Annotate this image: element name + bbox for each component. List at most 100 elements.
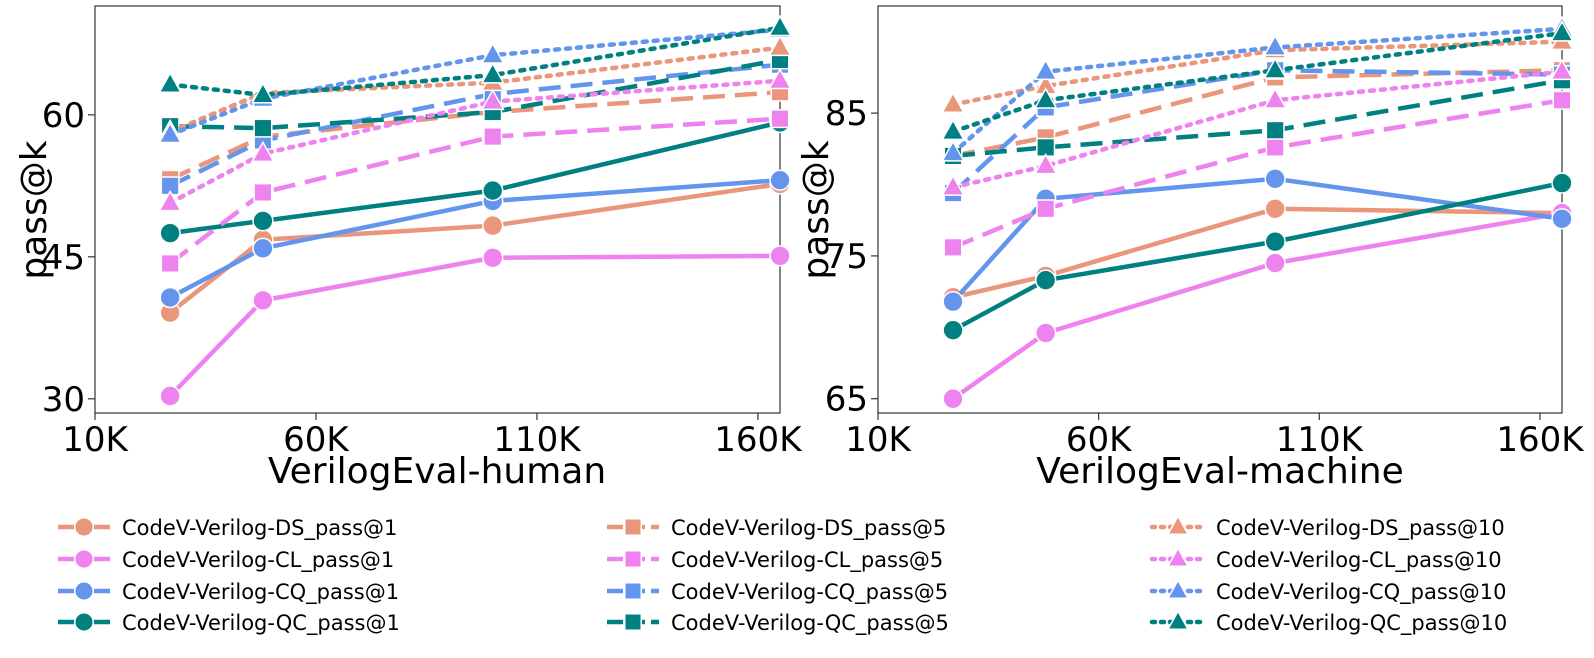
legend-marker <box>73 548 95 570</box>
data-point <box>1265 137 1285 157</box>
series-line <box>167 27 783 137</box>
data-point <box>253 182 273 203</box>
series-codev-verilog-cl-pass-10 <box>941 58 1574 196</box>
legend-entry-codev-verilog-ds-pass-10: CodeV-Verilog-DS_pass@10 <box>1149 514 1505 541</box>
data-point <box>158 189 183 212</box>
x-tick-label: 10K <box>62 420 129 460</box>
x-tick-label: 60K <box>283 420 350 460</box>
series-line <box>951 210 1563 401</box>
data-point <box>1033 87 1058 109</box>
series-group-machine <box>941 15 1574 410</box>
legend-label: CodeV-Verilog-CL_pass@10 <box>1216 548 1502 573</box>
y-tick-label: 75 <box>825 237 868 277</box>
legend-label: CodeV-Verilog-QC_pass@1 <box>122 611 400 636</box>
series-line <box>167 25 783 98</box>
legend-entry-codev-verilog-qc-pass-5: CodeV-Verilog-QC_pass@5 <box>607 611 949 636</box>
series-group-human <box>158 14 792 407</box>
data-point <box>941 174 965 196</box>
data-point <box>1265 120 1285 140</box>
data-point <box>159 222 181 244</box>
legend-label: CodeV-Verilog-CQ_pass@1 <box>122 580 399 605</box>
series-codev-verilog-cq-pass-1 <box>942 168 1573 313</box>
data-point <box>1264 252 1286 274</box>
x-axis-label-machine: VerilogEval-machine <box>1036 451 1403 492</box>
legend-label: CodeV-Verilog-CQ_pass@10 <box>1216 580 1506 605</box>
data-point <box>158 71 183 94</box>
data-point <box>250 140 275 163</box>
legend-label: CodeV-Verilog-DS_pass@5 <box>671 516 946 541</box>
x-tick-label: 60K <box>1066 420 1133 460</box>
data-point <box>1264 198 1286 220</box>
y-axis-label-human: pass@k <box>14 140 55 279</box>
data-point <box>482 247 504 269</box>
series-codev-verilog-cl-pass-5 <box>943 90 1572 257</box>
data-point <box>943 237 963 257</box>
plot-frame-human <box>94 5 781 414</box>
data-point <box>1263 87 1288 109</box>
legend-entry-codev-verilog-qc-pass-1: CodeV-Verilog-QC_pass@1 <box>58 611 400 636</box>
series-codev-verilog-qc-pass-10 <box>158 14 792 104</box>
data-point <box>942 290 964 313</box>
series-codev-verilog-qc-pass-1 <box>942 172 1573 341</box>
series-line <box>951 180 1563 333</box>
series-codev-verilog-cl-pass-5 <box>160 109 790 274</box>
series-line <box>169 177 781 300</box>
data-point <box>769 245 791 267</box>
series-line <box>170 57 781 131</box>
data-point <box>941 91 965 114</box>
x-tick-label: 110K <box>493 420 582 460</box>
legend-label: CodeV-Verilog-CL_pass@5 <box>671 548 943 573</box>
series-line <box>952 68 1563 159</box>
data-point <box>480 88 505 111</box>
data-point <box>1550 58 1574 81</box>
data-point <box>159 286 181 309</box>
data-point <box>770 109 790 129</box>
y-tick-label: 45 <box>42 238 85 278</box>
x-tick-label: 110K <box>1276 420 1365 460</box>
series-line <box>950 69 1565 190</box>
data-point <box>158 121 183 144</box>
chart-panel-human: 10K 60K 110K 160K 30 45 60 VerilogEval-human p… <box>14 5 803 492</box>
legend-label: CodeV-Verilog-DS_pass@1 <box>122 516 397 541</box>
series-codev-verilog-qc-pass-10 <box>941 20 1574 141</box>
series-line <box>950 30 1565 134</box>
data-point <box>1551 172 1573 194</box>
series-codev-verilog-cl-pass-10 <box>158 67 792 212</box>
legend-marker <box>624 582 642 600</box>
y-tick-label: 85 <box>825 94 868 134</box>
data-point <box>941 118 965 141</box>
legend-entry-codev-verilog-cq-pass-10: CodeV-Verilog-CQ_pass@10 <box>1149 578 1506 605</box>
series-line <box>952 98 1563 250</box>
data-point <box>1035 322 1057 344</box>
series-line <box>952 78 1563 159</box>
data-point <box>1551 208 1573 230</box>
series-line <box>167 78 783 206</box>
x-tick-label: 10K <box>845 420 912 460</box>
legend-marker <box>1166 578 1190 599</box>
data-point <box>1036 199 1056 219</box>
legend-marker <box>73 611 95 633</box>
series-codev-verilog-qc-pass-1 <box>159 111 791 244</box>
legend-label: CodeV-Verilog-CQ_pass@5 <box>671 580 948 605</box>
legend-entry-codev-verilog-cq-pass-1: CodeV-Verilog-CQ_pass@1 <box>58 580 399 605</box>
data-point <box>768 14 792 37</box>
data-point <box>159 385 181 407</box>
data-point <box>1263 34 1288 56</box>
series-line <box>950 39 1565 107</box>
legend-marker <box>73 516 95 538</box>
series-line <box>169 62 781 188</box>
legend-entry-codev-verilog-ds-pass-1: CodeV-Verilog-DS_pass@1 <box>58 516 397 541</box>
series-line <box>950 26 1565 156</box>
data-point <box>768 67 792 90</box>
data-point <box>942 388 964 410</box>
legend-label: CodeV-Verilog-QC_pass@5 <box>671 611 949 636</box>
data-point <box>1033 58 1058 81</box>
data-point <box>1035 269 1057 291</box>
legend-entry-codev-verilog-cl-pass-5: CodeV-Verilog-CL_pass@5 <box>607 548 943 573</box>
y-tick-label: 60 <box>42 96 85 136</box>
legend-marker <box>624 613 642 631</box>
y-tick-label: 30 <box>42 380 85 420</box>
legend-marker <box>73 580 95 602</box>
data-point <box>253 118 273 138</box>
